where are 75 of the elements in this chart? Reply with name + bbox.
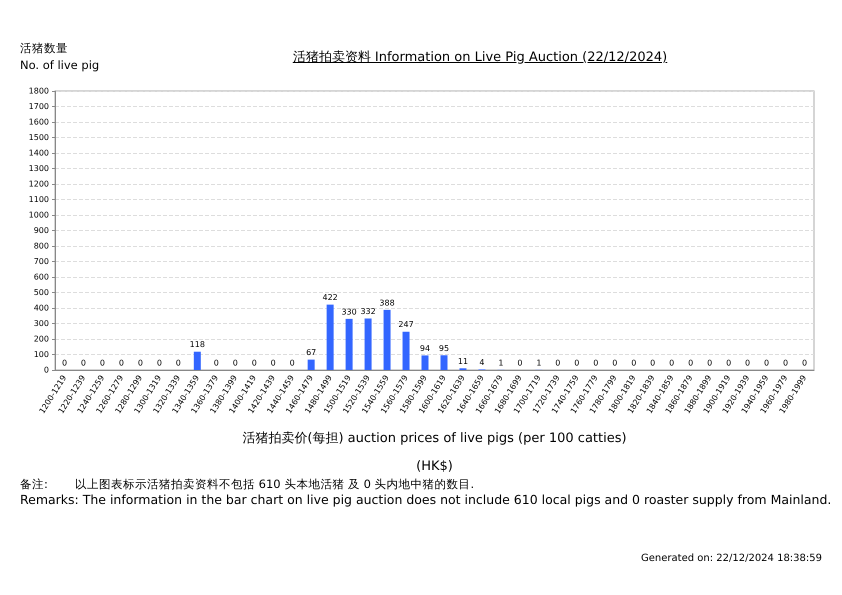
data-label: 0 <box>176 358 181 368</box>
data-label: 0 <box>214 358 219 368</box>
data-label: 0 <box>118 358 124 368</box>
data-label: 0 <box>631 358 636 368</box>
data-label: 0 <box>574 358 580 368</box>
y-tick-label: 900 <box>34 226 49 235</box>
text: Remarks: The information in the bar chart on live pig auction does not include 610 local pigs and 0 roaster supply from Mainland. <box>20 492 832 507</box>
y-tick-label: 800 <box>34 242 49 250</box>
data-label: 0 <box>745 358 750 368</box>
y-tick-label: 100 <box>34 350 49 359</box>
bar <box>194 352 201 370</box>
y-tick-label: 1300 <box>28 164 49 173</box>
data-label: 1 <box>536 358 542 368</box>
data-label: 0 <box>688 358 694 368</box>
data-label: 388 <box>379 298 395 308</box>
data-label: 0 <box>669 358 674 368</box>
data-label: 0 <box>726 358 732 368</box>
bar <box>308 360 315 370</box>
y-tick-label: 1600 <box>28 118 49 126</box>
data-label: 1 <box>498 358 504 368</box>
chart-title: 活猪拍卖资料 Information on Live Pig Auction (22/12/2024) <box>292 50 668 65</box>
data-label: 247 <box>398 320 414 330</box>
data-label: 0 <box>62 358 68 368</box>
y-tick-label: 400 <box>34 304 49 312</box>
bar <box>364 318 372 370</box>
y-tick-label: 1100 <box>28 195 49 204</box>
data-label: 332 <box>360 307 376 316</box>
data-label: 67 <box>306 348 316 358</box>
data-label: 0 <box>555 358 560 368</box>
data-label: 0 <box>232 358 238 368</box>
bar <box>402 332 410 370</box>
text: 备注: <box>20 477 48 492</box>
data-label: 0 <box>252 358 257 368</box>
y-tick-label: 300 <box>34 319 49 328</box>
bar <box>422 355 429 370</box>
y-tick-label: 1700 <box>28 102 49 111</box>
data-label: 0 <box>764 358 770 368</box>
bar <box>346 318 353 370</box>
data-label: 4 <box>479 358 484 367</box>
y-tick-label: 1200 <box>28 180 49 188</box>
data-label: 0 <box>290 358 295 368</box>
data-label: 330 <box>341 307 357 316</box>
text: Generated on: 22/12/2024 18:38:59 <box>641 553 822 564</box>
y-tick-label: 1500 <box>28 133 49 142</box>
y-tick-label: 500 <box>34 288 49 297</box>
bar <box>384 310 391 370</box>
y-tick-label: 1800 <box>28 86 49 96</box>
y-tick-label: 700 <box>34 257 49 266</box>
data-label: 0 <box>782 358 788 368</box>
y-tick-label: 1000 <box>28 210 49 220</box>
text: 以上图表标示活猪拍卖资料不包括 610 头本地活猪 及 0 头内地中猪的数目. <box>75 477 474 492</box>
bar <box>326 304 334 370</box>
data-label: 0 <box>707 358 712 368</box>
data-label: 94 <box>420 344 430 353</box>
data-label: 0 <box>80 358 86 368</box>
data-label: 0 <box>270 358 276 368</box>
data-label: 0 <box>593 358 598 368</box>
data-label: 0 <box>138 358 143 368</box>
data-label: 0 <box>802 358 808 368</box>
y-tick-label: 1400 <box>28 148 49 158</box>
data-label: 95 <box>438 344 450 353</box>
data-label: 0 <box>612 358 618 368</box>
data-label: 118 <box>190 340 205 350</box>
data-label: 0 <box>156 358 162 368</box>
x-axis-title: 活猪拍卖价(每担) auction prices of live pigs (per 100 catties) (HK$) <box>242 431 627 474</box>
y-axis-title: 活猪数量 No. of live pig <box>20 40 100 74</box>
data-label: 0 <box>100 358 105 368</box>
y-tick-label: 200 <box>34 334 49 344</box>
data-label: 11 <box>458 356 468 366</box>
data-label: 0 <box>650 358 656 368</box>
data-label: 0 <box>517 358 522 368</box>
bar <box>440 355 448 370</box>
y-tick-label: 600 <box>34 272 49 282</box>
y-tick-label: 0 <box>44 366 49 374</box>
data-label: 422 <box>322 293 338 302</box>
